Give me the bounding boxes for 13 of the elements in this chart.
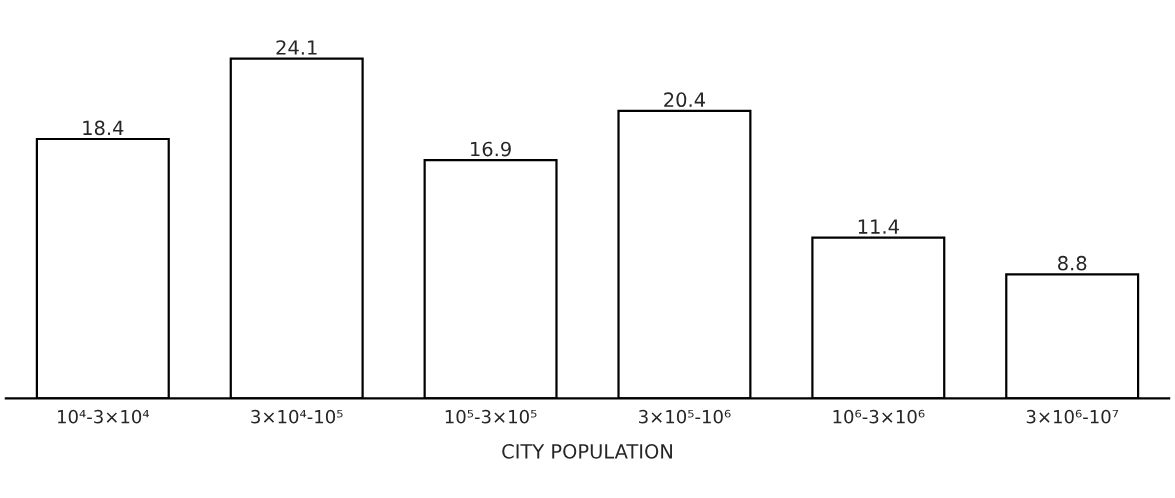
- data-label: 16.9: [471, 141, 511, 157]
- x-tick-label: 3×10⁴-10⁵: [251, 409, 343, 424]
- data-label: 20.4: [664, 92, 705, 108]
- x-tick-label: 10⁵-3×10⁵: [445, 409, 537, 424]
- data-label: 24.1: [276, 40, 317, 55]
- x-axis-title: CITY POPULATION: [502, 444, 672, 459]
- data-label: 18.4: [83, 120, 124, 136]
- x-tick-label: 3×10⁶-10⁷: [1026, 409, 1119, 424]
- data-label: 11.4: [858, 219, 899, 234]
- x-tick-label: 10⁶-3×10⁶: [833, 409, 925, 424]
- data-label: 8.8: [1058, 255, 1087, 271]
- x-tick-label: 10⁴-3×10⁴: [58, 409, 150, 424]
- x-tick-label: 3×10⁵-10⁶: [639, 409, 731, 424]
